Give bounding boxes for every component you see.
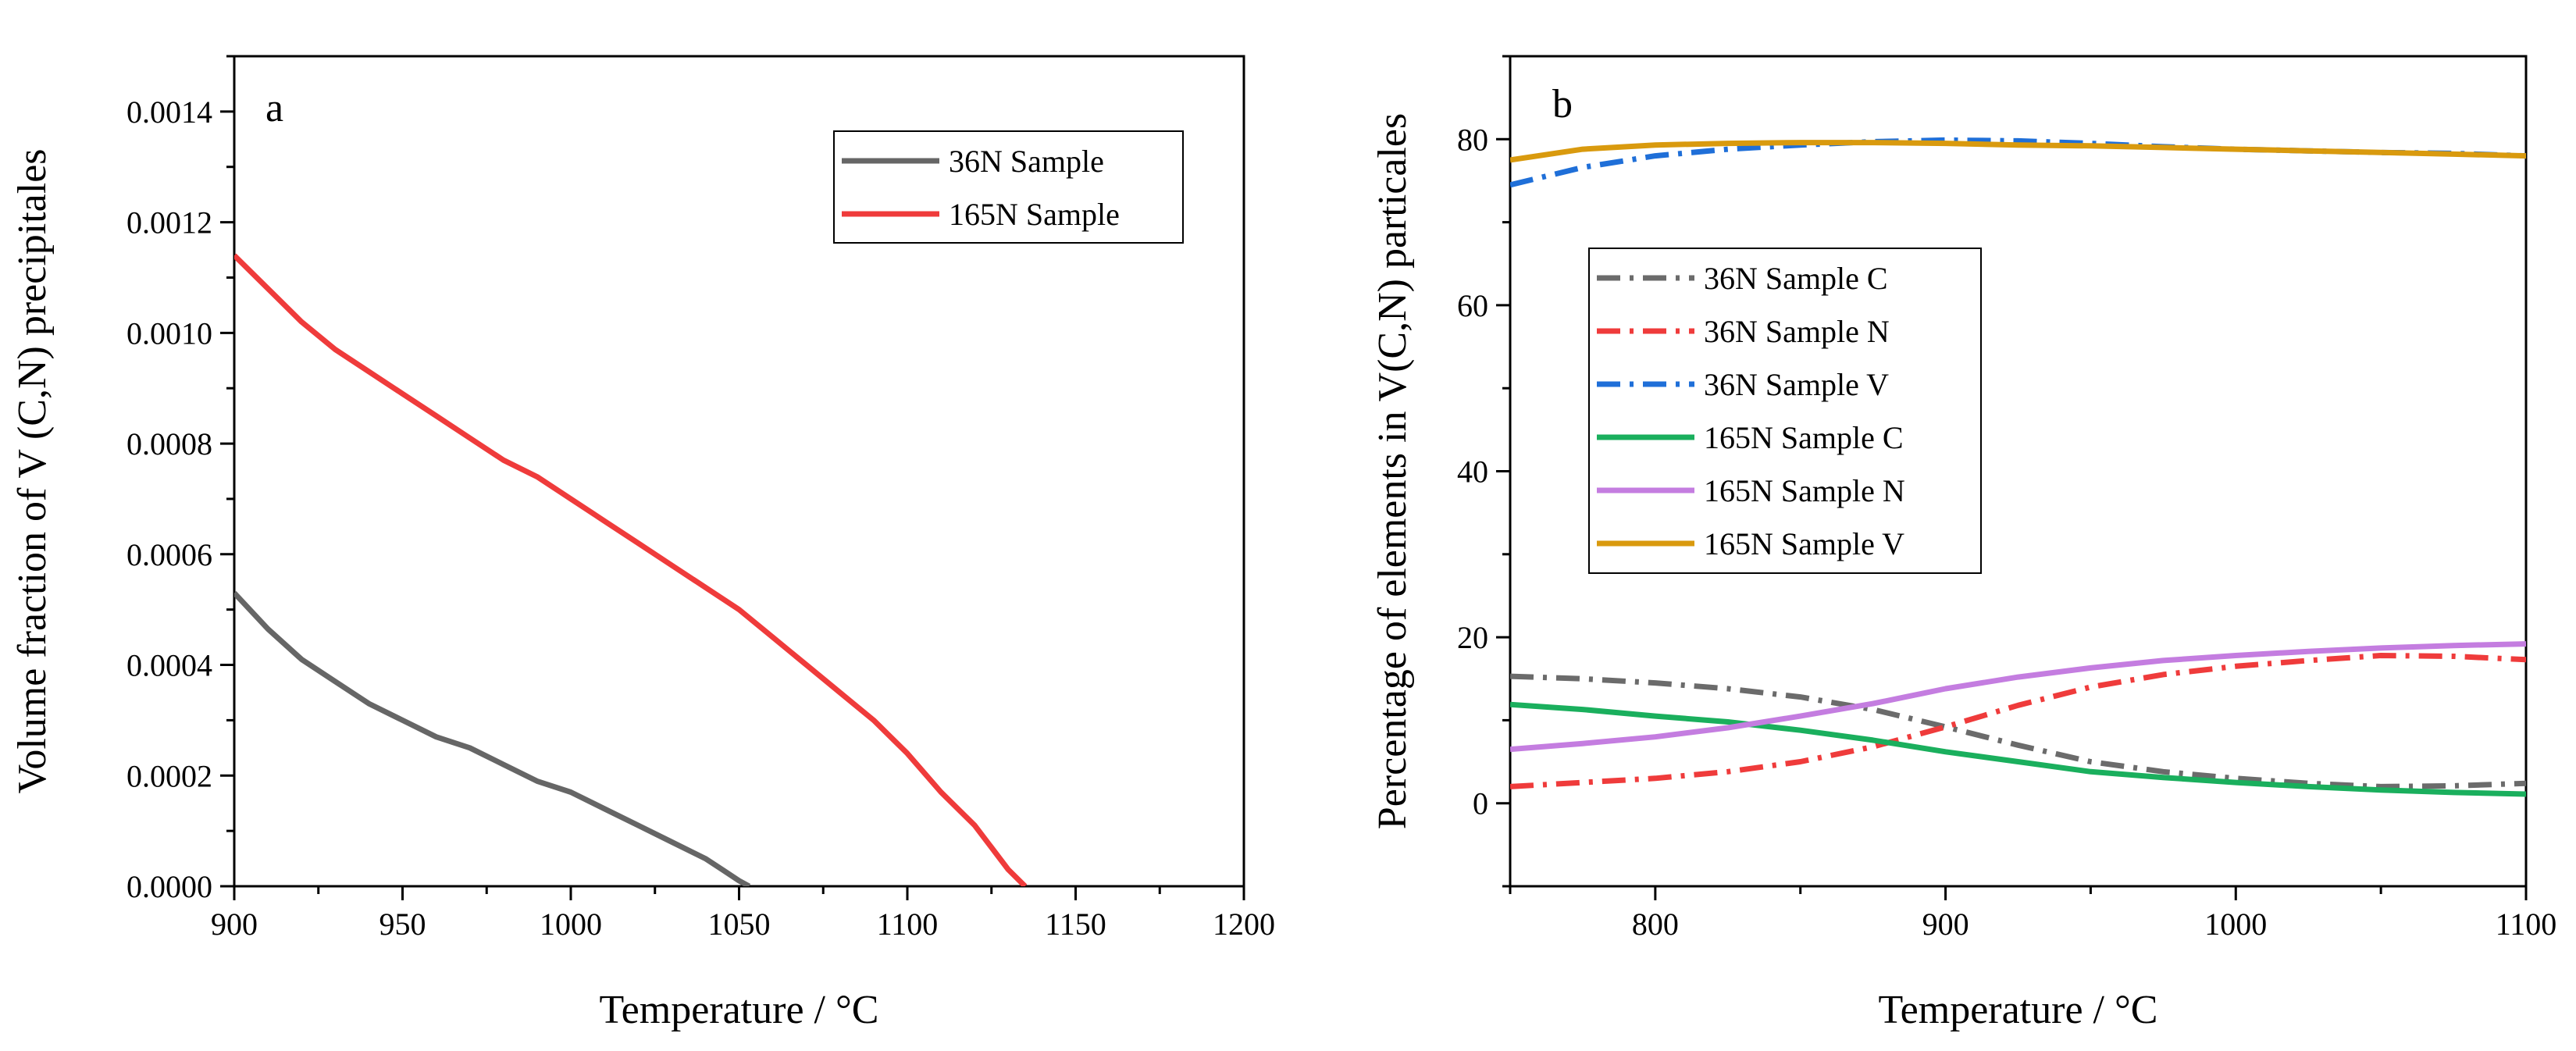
- y-axis-title: Volume fraction of V (C,N) precipitales: [10, 148, 55, 793]
- series-line-36n-sample-n: [1510, 653, 2526, 789]
- series-line-165n-sample: [234, 253, 1028, 886]
- y-tick-label: 40: [1457, 454, 1488, 490]
- legend-label: 36N Sample N: [1704, 314, 1890, 349]
- series-line-36n-sample-c: [1510, 673, 2526, 789]
- legend-label: 36N Sample V: [1704, 367, 1889, 402]
- chart-panel-b: 800 900 1000 1100 0 20 40 60 80 Temperature / °C P…: [1370, 55, 2557, 1032]
- y-tick-label: 0.0012: [126, 205, 212, 240]
- x-tick-label: 1200: [1213, 907, 1275, 942]
- y-tick-label: 0.0002: [126, 758, 212, 793]
- legend-label: 165N Sample C: [1704, 420, 1904, 455]
- x-tick-label: 800: [1632, 907, 1679, 942]
- x-tick-label: 900: [211, 907, 258, 942]
- x-axis-title: Temperature / °C: [1879, 988, 2158, 1032]
- legend-label: 36N Sample: [949, 144, 1104, 179]
- y-tick-label: 0: [1473, 786, 1488, 821]
- x-tick-label: 1100: [2496, 907, 2557, 942]
- y-tick-label: 0.0000: [126, 869, 212, 904]
- x-tick-label: 900: [1922, 907, 1969, 942]
- y-tick-label: 20: [1457, 620, 1488, 655]
- series-line-165n-sample-c: [1510, 701, 2526, 797]
- y-tick-label: 0.0006: [126, 537, 212, 572]
- legend-label: 165N Sample V: [1704, 526, 1904, 561]
- panel-letter: a: [265, 86, 283, 130]
- legend-label: 36N Sample C: [1704, 261, 1888, 296]
- y-tick-label: 80: [1457, 122, 1488, 157]
- legend-label: 165N Sample: [949, 197, 1120, 232]
- panel-letter: b: [1552, 82, 1573, 126]
- legend-label: 165N Sample N: [1704, 473, 1905, 508]
- x-tick-label: 1000: [540, 907, 602, 942]
- chart-panel-a: 900 950 1000 1050 1100 1150 1200 0.0000 0.0002 0.…: [10, 55, 1275, 1032]
- x-tick-label: 1150: [1045, 907, 1106, 942]
- x-tick-label: 1050: [708, 907, 771, 942]
- x-tick-label: 1100: [877, 907, 939, 942]
- y-tick-label: 0.0014: [126, 94, 212, 130]
- series-line-165n-sample-v: [1510, 140, 2526, 163]
- y-tick-label: 0.0010: [126, 315, 212, 351]
- x-tick-label: 1000: [2204, 907, 2267, 942]
- x-axis-title: Temperature / °C: [600, 988, 879, 1032]
- y-tick-label: 0.0004: [126, 648, 212, 683]
- legend-box: [1588, 248, 1982, 574]
- legend-box: [833, 130, 1184, 244]
- x-tick-label: 950: [379, 907, 426, 942]
- y-tick-label: 60: [1457, 288, 1488, 323]
- series-line-36n-sample: [234, 591, 751, 886]
- series-line-165n-sample-n: [1510, 641, 2526, 753]
- y-axis-title: Percentage of elements in V(C,N) partica…: [1370, 113, 1415, 829]
- y-tick-label: 0.0008: [126, 426, 212, 461]
